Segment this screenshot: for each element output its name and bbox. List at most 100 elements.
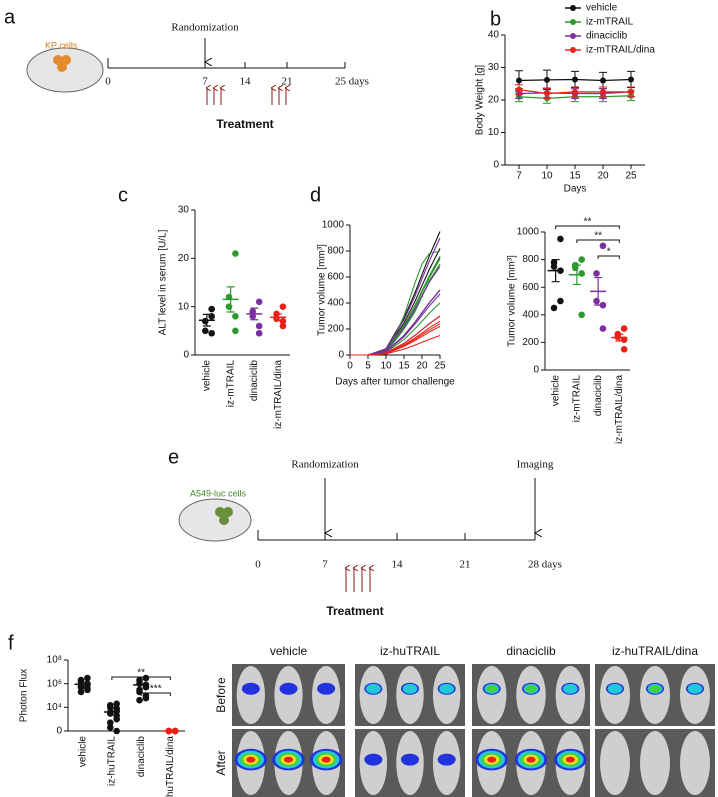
data-point [77,678,85,685]
data-point [84,686,91,694]
mouse [274,666,303,724]
x-tick-label: iz-huTRAIL/dina [165,736,176,797]
legend-marker [570,33,576,39]
data-point [106,710,114,717]
column-title: iz-huTRAIL/dina [612,644,698,658]
mouse [555,666,586,724]
x-tick-label: 0 [347,361,353,372]
data-point [279,317,287,325]
y-tick-label: 1000 [517,227,540,238]
significance-label: ** [137,668,145,679]
signal-blob [565,756,575,763]
data-point [142,683,150,691]
sem-bar [226,286,235,313]
signal-blob [649,684,661,693]
data-point [572,88,578,95]
sem-bar [250,307,259,321]
data-point [106,704,114,711]
x-tick-label: 20 [416,361,428,372]
mouse [600,731,630,795]
y-axis-title: ALT level in serum [U/L] [158,229,169,335]
mouse-icon [178,498,252,542]
panel-label: b [490,8,501,30]
x-tick-label: 5 [365,361,371,372]
signal-blob [283,756,294,763]
legend-marker [570,5,576,11]
y-axis-title: Tumor volume [mm³] [317,244,328,336]
x-tick-label: 10 [541,171,553,182]
timeline-tick: 25 days [335,76,369,88]
mouse [680,666,710,724]
cells-label: A549-luc cells [190,488,247,498]
signal-blob [485,684,498,693]
sem-bar [572,264,581,286]
data-point [620,325,628,332]
y-tick-label: 600 [522,282,539,293]
signal-blob [364,753,383,766]
x-tick-label: iz-mTRAIL/dina [273,360,284,429]
data-point [77,688,85,696]
y-tick-label: 10⁶ [47,678,62,689]
data-point [106,719,114,727]
signal-blob [279,682,298,695]
row-label: After [214,750,228,775]
data-point [136,680,143,687]
x-tick-label: iz-huTRAIL [107,736,118,786]
legend-label: iz-mTRAIL [586,17,634,28]
y-tick-label: 10⁴ [47,702,62,713]
x-tick-label: vehicle [202,360,213,392]
data-point [208,305,215,313]
data-point [578,270,585,277]
mouse [600,666,630,724]
significance-bracket [111,676,171,680]
data-point [113,715,120,723]
data-point [600,88,606,95]
y-axis-title: Tumor volume [mm³] [507,255,518,347]
column-title: dinaciclib [506,644,556,658]
data-point [225,303,233,310]
data-point [557,297,564,305]
sem-bar [551,259,560,283]
legend-label: dinaciclib [586,31,628,42]
signal-blob [317,682,336,695]
significance-bracket [576,239,620,243]
data-point [593,297,600,305]
signal-blob [437,753,456,766]
sem-bar [594,276,603,306]
timeline-tick: 7 [202,76,208,88]
data-point [255,298,263,306]
y-tick-label: 20 [488,95,500,106]
x-tick-label: 10 [380,361,392,372]
treatment-label: Treatment [216,117,273,131]
significance-label: ** [594,231,602,242]
data-point [628,76,634,83]
data-point [136,688,143,696]
sem-bar [274,313,283,322]
signal-blob [562,683,578,694]
y-tick-label: 1000 [322,220,345,231]
timeline-tick: 0 [105,76,111,88]
mouse [359,666,388,724]
y-tick-label: 600 [327,272,344,283]
panel-label: c [118,184,128,206]
timeline-tick: 21 [282,76,293,88]
panel-label: a [4,6,16,28]
y-tick-label: 0 [338,350,344,361]
data-point [142,674,150,682]
x-tick-label: 20 [597,171,609,182]
data-point [113,727,120,735]
significance-bracket [597,255,620,259]
timeline-tick: 14 [240,76,252,88]
mouse [640,731,670,795]
row-label: Before [214,677,228,713]
signal-blob [246,756,256,763]
y-axis-title: Body Weight [g] [475,65,486,136]
data-point [232,250,239,257]
significance-bracket [555,225,620,229]
data-point [628,88,634,95]
mouse [476,666,507,724]
timeline-a: KP cells 0 7 14 21 25 days Randomization… [26,22,369,131]
x-tick-label: 7 [516,171,522,182]
signal-blob [687,683,703,694]
data-point [106,724,114,731]
